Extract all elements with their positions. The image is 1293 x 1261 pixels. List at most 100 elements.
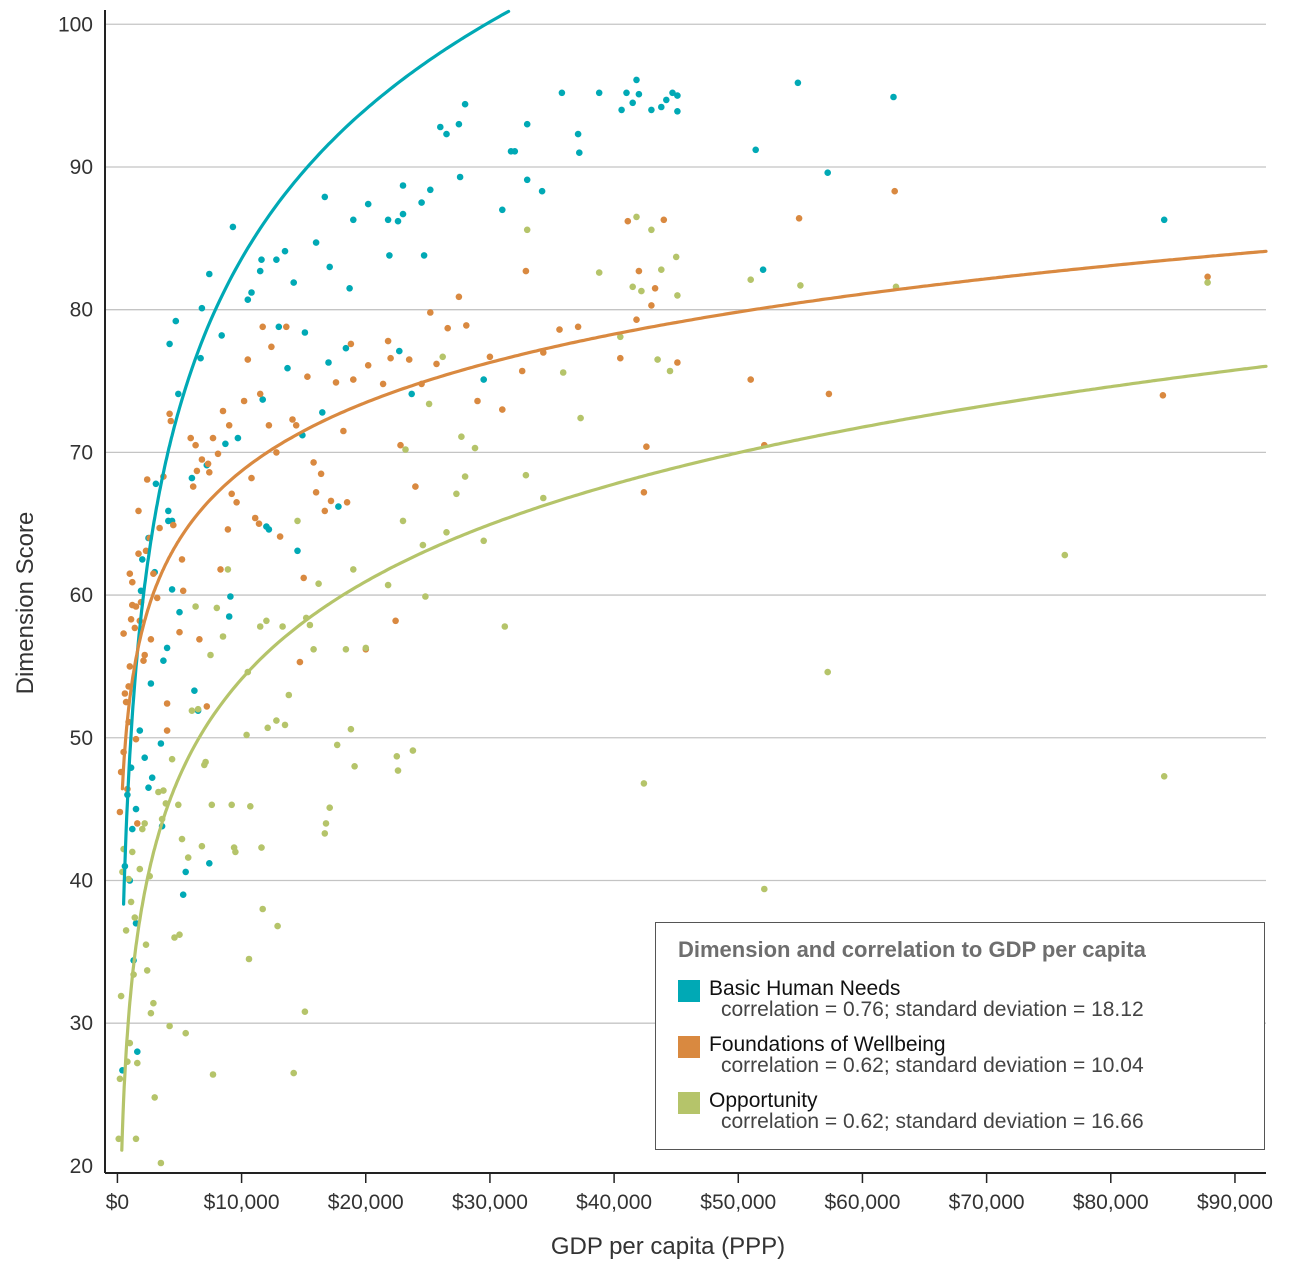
point-basic-human-needs (635, 90, 643, 98)
x-tick-label: $80,000 (1073, 1191, 1149, 1214)
point-foundations-of-wellbeing (240, 397, 248, 405)
point-basic-human-needs (456, 173, 464, 181)
point-basic-human-needs (256, 267, 264, 275)
point-foundations-of-wellbeing (405, 356, 413, 363)
point-foundations-of-wellbeing (332, 379, 340, 386)
point-basic-human-needs (259, 396, 267, 403)
point-foundations-of-wellbeing (225, 422, 233, 429)
point-foundations-of-wellbeing (153, 594, 161, 602)
point-opportunity (279, 623, 286, 630)
point-basic-human-needs (335, 503, 342, 510)
point-opportunity (439, 353, 447, 361)
point-opportunity (394, 767, 402, 774)
point-opportunity (577, 414, 584, 422)
point-foundations-of-wellbeing (255, 520, 263, 527)
point-basic-human-needs (179, 891, 187, 898)
point-opportunity (139, 825, 146, 833)
point-basic-human-needs (499, 206, 506, 214)
point-foundations-of-wellbeing (310, 459, 317, 466)
point-foundations-of-wellbeing (643, 443, 650, 451)
y-tick-label: 60 (70, 584, 93, 607)
point-foundations-of-wellbeing (248, 474, 255, 482)
point-foundations-of-wellbeing (193, 467, 201, 475)
point-basic-human-needs (574, 130, 582, 138)
point-foundations-of-wellbeing (640, 489, 648, 496)
point-opportunity (458, 433, 465, 441)
point-opportunity (1061, 551, 1069, 559)
point-basic-human-needs (759, 266, 767, 274)
point-foundations-of-wellbeing (141, 651, 148, 659)
point-basic-human-needs (147, 680, 155, 687)
point-foundations-of-wellbeing (147, 636, 155, 643)
point-foundations-of-wellbeing (131, 624, 139, 632)
point-opportunity (658, 266, 665, 274)
point-foundations-of-wellbeing (1204, 273, 1211, 281)
point-basic-human-needs (523, 120, 531, 128)
point-foundations-of-wellbeing (120, 630, 127, 637)
point-foundations-of-wellbeing (217, 566, 224, 573)
point-opportunity (640, 780, 648, 787)
point-opportunity (310, 646, 317, 653)
point-foundations-of-wellbeing (178, 556, 186, 563)
point-foundations-of-wellbeing (321, 507, 329, 515)
point-opportunity (132, 1135, 140, 1143)
point-opportunity (654, 356, 661, 363)
point-basic-human-needs (455, 120, 463, 128)
point-opportunity (150, 999, 157, 1007)
point-opportunity (362, 644, 370, 652)
point-basic-human-needs (182, 868, 189, 876)
point-opportunity (198, 842, 206, 850)
point-basic-human-needs (418, 199, 425, 206)
point-foundations-of-wellbeing (273, 449, 280, 456)
point-opportunity (142, 941, 150, 948)
point-basic-human-needs (674, 108, 681, 115)
point-foundations-of-wellbeing (433, 360, 440, 368)
point-opportunity (595, 269, 603, 276)
point-opportunity (501, 623, 509, 630)
point-basic-human-needs (275, 323, 283, 331)
point-opportunity (1160, 773, 1168, 780)
point-basic-human-needs (234, 434, 242, 442)
point-opportunity (157, 1159, 165, 1167)
point-opportunity (351, 763, 358, 770)
point-basic-human-needs (350, 216, 357, 224)
point-basic-human-needs (674, 92, 681, 99)
point-opportunity (259, 905, 267, 913)
point-opportunity (315, 580, 322, 587)
point-foundations-of-wellbeing (891, 187, 898, 195)
point-foundations-of-wellbeing (648, 302, 655, 309)
point-basic-human-needs (206, 860, 213, 867)
point-basic-human-needs (576, 149, 583, 156)
point-opportunity (797, 282, 804, 289)
point-foundations-of-wellbeing (617, 354, 624, 362)
point-basic-human-needs (648, 106, 655, 114)
point-opportunity (294, 517, 301, 525)
point-foundations-of-wellbeing (392, 617, 399, 625)
point-basic-human-needs (284, 364, 291, 372)
point-foundations-of-wellbeing (347, 340, 355, 348)
point-basic-human-needs (633, 76, 640, 84)
point-opportunity (209, 1071, 217, 1078)
point-opportunity (559, 369, 567, 376)
legend-label-opportunity: Opportunity (709, 1089, 818, 1112)
point-basic-human-needs (480, 376, 488, 383)
point-foundations-of-wellbeing (522, 267, 530, 275)
point-opportunity (425, 400, 433, 408)
point-foundations-of-wellbeing (206, 469, 213, 476)
point-opportunity (171, 934, 178, 941)
point-opportunity (461, 473, 469, 480)
point-basic-human-needs (225, 613, 233, 620)
x-tick-label: $50,000 (700, 1191, 776, 1214)
point-foundations-of-wellbeing (135, 507, 142, 515)
point-opportunity (125, 875, 132, 883)
point-opportunity (245, 955, 253, 963)
point-foundations-of-wellbeing (251, 514, 259, 522)
point-basic-human-needs (281, 247, 289, 255)
point-foundations-of-wellbeing (633, 316, 640, 324)
legend-label-basic-human-needs: Basic Human Needs (709, 977, 901, 1000)
point-foundations-of-wellbeing (296, 658, 304, 666)
point-opportunity (347, 725, 355, 733)
point-basic-human-needs (523, 176, 531, 184)
point-opportunity (393, 753, 401, 760)
point-foundations-of-wellbeing (259, 323, 267, 331)
